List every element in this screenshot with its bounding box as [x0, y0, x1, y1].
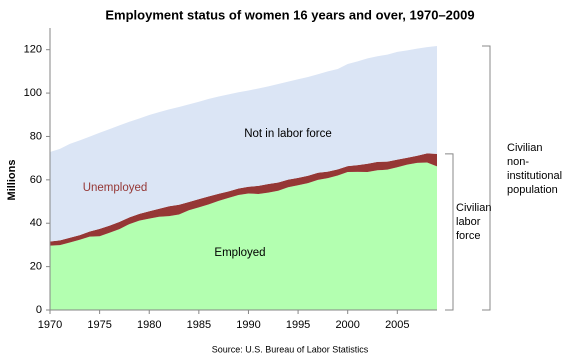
y-tick-label: 40 [30, 217, 42, 229]
area-label: Unemployed [83, 182, 148, 194]
area-label: Employed [214, 247, 265, 259]
labor-force-label: labor [456, 216, 481, 228]
x-tick-label: 1970 [38, 319, 62, 331]
y-tick-label: 80 [30, 130, 42, 142]
x-tick-label: 1975 [87, 319, 111, 331]
y-tick-label: 120 [24, 44, 42, 56]
population-label: institutional [507, 170, 562, 182]
area [50, 46, 437, 242]
labor-force-label: force [456, 230, 480, 242]
population-label: Civilian [507, 142, 542, 154]
y-tick-label: 60 [30, 174, 42, 186]
y-tick-label: 0 [36, 304, 42, 316]
x-tick-label: 1980 [137, 319, 161, 331]
area [50, 153, 437, 246]
x-tick-label: 2005 [385, 319, 409, 331]
x-tick-label: 1995 [286, 319, 310, 331]
y-tick-label: 20 [30, 261, 42, 273]
area [50, 162, 437, 310]
y-tick-label: 100 [24, 87, 42, 99]
population-bracket [482, 45, 491, 311]
labor-force-label: Civilian [456, 202, 491, 214]
x-tick-label: 2000 [335, 319, 359, 331]
labor-force-bracket [445, 153, 454, 311]
x-tick-label: 1985 [187, 319, 211, 331]
x-tick-label: 1990 [236, 319, 260, 331]
source: Source: U.S. Bureau of Labor Statistics [212, 344, 369, 354]
population-label: population [507, 184, 558, 196]
area-label: Not in labor force [244, 128, 332, 140]
chart-title: Employment status of women 16 years and … [105, 7, 474, 22]
y-axis-label: Millions [6, 160, 18, 201]
population-label: non- [507, 156, 529, 168]
